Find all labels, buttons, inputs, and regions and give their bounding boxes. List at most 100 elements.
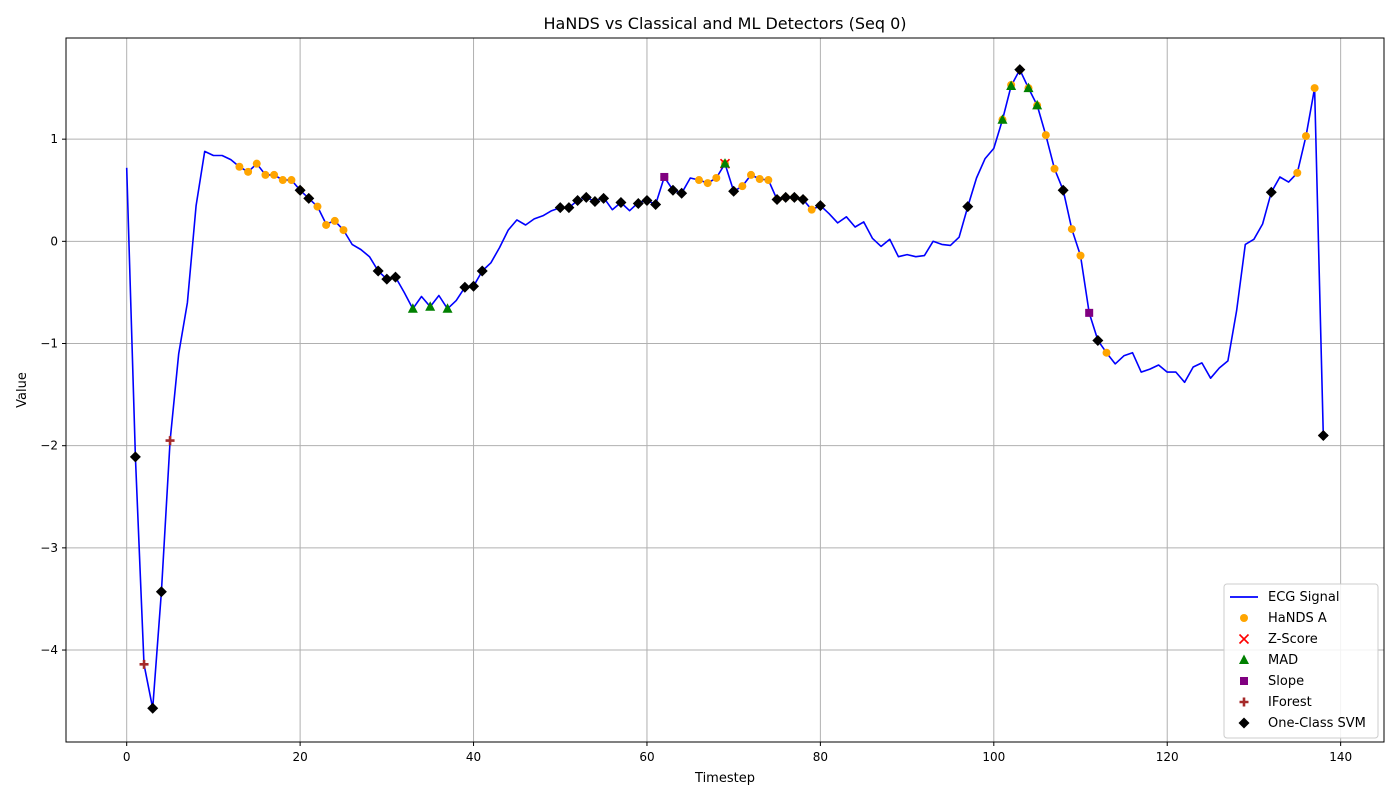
data-point bbox=[694, 176, 703, 185]
chart-title: HaNDS vs Classical and ML Detectors (Seq… bbox=[544, 14, 907, 33]
data-point bbox=[407, 303, 418, 313]
data-point bbox=[476, 265, 488, 277]
y-tick-label: 0 bbox=[50, 234, 58, 248]
y-tick-label: 1 bbox=[50, 132, 58, 146]
data-point bbox=[572, 194, 584, 206]
data-point bbox=[235, 162, 244, 171]
data-point bbox=[814, 200, 826, 212]
plot-frame bbox=[65, 37, 1385, 743]
data-point bbox=[322, 220, 331, 229]
data-point bbox=[1293, 168, 1302, 177]
legend-swatch bbox=[1238, 717, 1250, 729]
data-point bbox=[780, 191, 792, 203]
legend-label: One-Class SVM bbox=[1268, 716, 1366, 731]
data-point bbox=[1057, 184, 1069, 196]
series-hands-a bbox=[235, 65, 1319, 357]
legend-label: IForest bbox=[1268, 695, 1312, 710]
legend-swatch bbox=[1240, 614, 1248, 622]
data-point bbox=[1301, 132, 1310, 141]
data-point bbox=[1050, 164, 1059, 173]
legend-swatch bbox=[1239, 697, 1249, 707]
data-point bbox=[155, 586, 167, 598]
x-tick-label: 80 bbox=[813, 750, 828, 764]
legend-label: MAD bbox=[1268, 653, 1298, 668]
data-point bbox=[554, 202, 566, 214]
data-point bbox=[1023, 82, 1034, 93]
legend-label: ECG Signal bbox=[1268, 590, 1339, 605]
series-one-class-svm bbox=[129, 64, 1329, 714]
data-point bbox=[1032, 99, 1043, 110]
x-tick-label: 60 bbox=[639, 750, 654, 764]
data-point bbox=[598, 192, 610, 204]
data-point bbox=[442, 303, 453, 313]
data-point bbox=[962, 201, 974, 213]
x-tick-label: 120 bbox=[1156, 750, 1179, 764]
series-iforest bbox=[139, 430, 1328, 669]
data-point bbox=[720, 158, 730, 168]
data-point bbox=[1085, 308, 1094, 317]
data-point bbox=[563, 202, 575, 214]
legend-label: HaNDS A bbox=[1268, 611, 1327, 626]
legend-label: Slope bbox=[1268, 674, 1304, 689]
data-point bbox=[650, 199, 662, 211]
data-point bbox=[330, 216, 339, 225]
data-point bbox=[703, 179, 712, 188]
data-point bbox=[287, 176, 296, 185]
data-point bbox=[1265, 186, 1277, 198]
ticks: 0 20 40 60 80 100 120 140 −4 −3 −2 −1 0 1 bbox=[40, 132, 1352, 764]
y-tick-label: −3 bbox=[40, 541, 58, 555]
data-point bbox=[390, 271, 401, 283]
y-tick-label: −4 bbox=[40, 643, 58, 657]
data-point bbox=[1092, 334, 1104, 346]
data-point bbox=[667, 184, 679, 196]
y-tick-label: −2 bbox=[40, 439, 58, 453]
data-point bbox=[1102, 348, 1111, 357]
data-point bbox=[129, 451, 141, 463]
y-axis-label: Value bbox=[15, 372, 30, 408]
data-point bbox=[339, 226, 348, 235]
legend-box bbox=[1223, 583, 1379, 739]
data-point bbox=[641, 194, 653, 206]
x-tick-label: 40 bbox=[466, 750, 481, 764]
x-axis-label: Timestep bbox=[694, 771, 755, 786]
series-slope bbox=[660, 172, 1094, 317]
data-point bbox=[1067, 225, 1076, 234]
data-point bbox=[676, 187, 688, 199]
marker-layer bbox=[129, 64, 1329, 714]
data-point bbox=[712, 173, 721, 182]
data-point bbox=[139, 659, 149, 669]
data-point bbox=[303, 192, 315, 204]
data-point bbox=[381, 273, 393, 285]
data-point bbox=[244, 167, 253, 176]
data-point bbox=[755, 175, 764, 184]
grid bbox=[66, 38, 1384, 742]
data-point bbox=[580, 191, 592, 203]
legend-swatch bbox=[1239, 654, 1249, 664]
data-point bbox=[632, 198, 644, 210]
data-point bbox=[764, 176, 773, 185]
data-point bbox=[797, 193, 809, 205]
data-point bbox=[660, 172, 669, 181]
data-point bbox=[270, 170, 279, 179]
data-point bbox=[313, 202, 322, 211]
data-point bbox=[165, 436, 175, 446]
data-point bbox=[252, 159, 261, 168]
data-point bbox=[788, 191, 800, 203]
legend-label: Z-Score bbox=[1268, 632, 1318, 647]
data-point bbox=[425, 301, 436, 311]
data-point bbox=[278, 176, 287, 185]
data-point bbox=[615, 197, 627, 209]
y-tick-label: −1 bbox=[40, 337, 58, 351]
data-point bbox=[468, 280, 480, 292]
data-point bbox=[1006, 80, 1017, 91]
data-point bbox=[294, 184, 306, 196]
legend-swatch bbox=[1238, 633, 1250, 645]
data-point bbox=[1014, 64, 1026, 76]
data-point bbox=[1317, 429, 1329, 441]
data-point bbox=[771, 193, 783, 205]
data-point bbox=[261, 170, 270, 179]
legend: ECG Signal HaNDS A Z-Score MAD Slope IForest O… bbox=[1223, 583, 1379, 739]
data-point bbox=[1310, 84, 1319, 93]
data-point bbox=[147, 702, 159, 714]
